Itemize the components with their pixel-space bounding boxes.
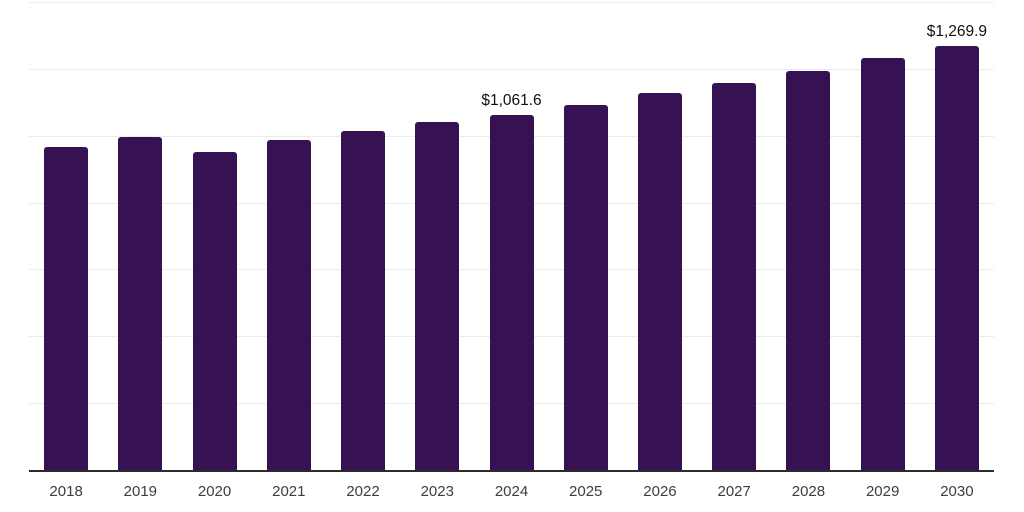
- plot-area: $1,061.6 $1,269.9: [29, 2, 994, 472]
- x-tick-label-2025: 2025: [569, 483, 603, 500]
- x-tick-label-2024: 2024: [494, 483, 529, 500]
- bar-2020: [192, 152, 237, 470]
- x-tick-label-2028: 2028: [791, 483, 826, 500]
- x-tick-label-2019: 2019: [123, 483, 158, 500]
- x-tick-label-2029: 2029: [865, 483, 900, 500]
- gridline-1200: [29, 68, 994, 70]
- bar-2027: [712, 82, 757, 470]
- bar-2018: [44, 147, 89, 470]
- x-tick-label-2030: 2030: [940, 483, 974, 500]
- bar-2029: [860, 58, 905, 470]
- bar-2026: [637, 93, 682, 470]
- bar-2024: [489, 115, 534, 470]
- bar-2030: [934, 45, 979, 470]
- x-axis-line: [29, 470, 994, 472]
- bar-2023: [415, 122, 460, 470]
- bar-2025: [563, 104, 608, 470]
- bar-2021: [266, 140, 311, 470]
- bar-2028: [786, 70, 831, 470]
- x-tick-label-2021: 2021: [272, 483, 306, 500]
- bar-2022: [341, 131, 386, 470]
- x-tick-label-2018: 2018: [49, 483, 83, 500]
- gridline-1400: [29, 2, 994, 3]
- bar-value-label-2024: $1,061.6: [481, 92, 542, 110]
- bar-value-label-2030: $1,269.9: [926, 22, 988, 40]
- x-tick-label-2020: 2020: [197, 483, 232, 500]
- bar-2019: [118, 137, 163, 470]
- x-tick-label-2022: 2022: [346, 483, 380, 500]
- x-tick-label-2023: 2023: [420, 483, 454, 500]
- x-tick-label-2027: 2027: [717, 483, 751, 500]
- x-tick-label-2026: 2026: [643, 483, 677, 500]
